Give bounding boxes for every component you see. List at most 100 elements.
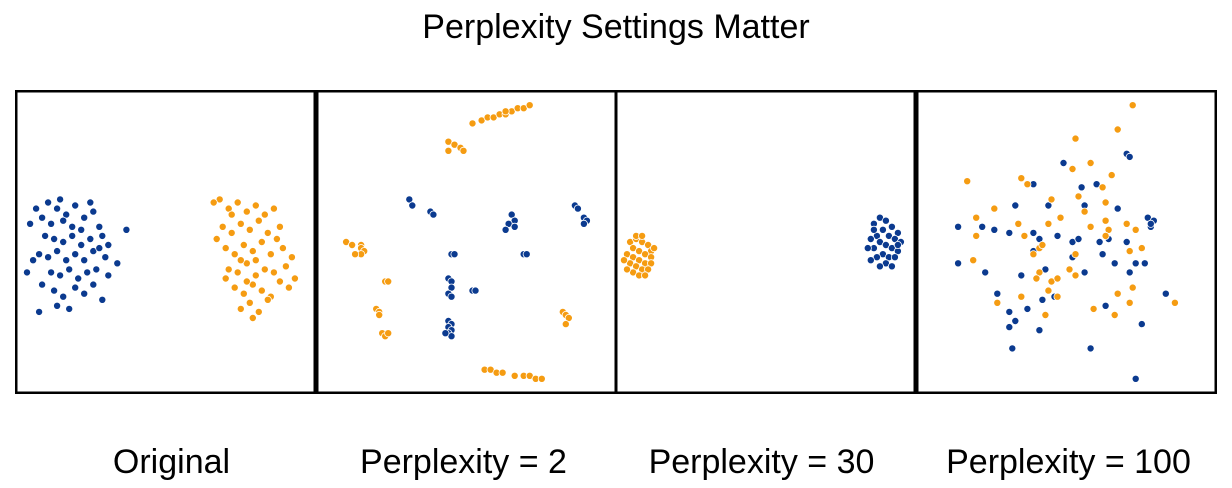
scatter-point-s0-24 bbox=[866, 256, 875, 265]
scatter-point-s0-39 bbox=[122, 225, 131, 234]
scatter-point-s1-38 bbox=[263, 295, 272, 304]
scatter-point-s0-18 bbox=[1029, 228, 1038, 237]
scatter-point-s0-9 bbox=[41, 231, 50, 240]
scatter-point-s0-29 bbox=[954, 259, 963, 268]
scatter-point-s1-0 bbox=[1128, 101, 1137, 110]
scatter-point-s0-24 bbox=[471, 286, 480, 295]
scatter-point-s1-24 bbox=[1029, 250, 1038, 259]
scatter-point-s0-39 bbox=[1038, 295, 1047, 304]
scatter-point-s1-24 bbox=[638, 231, 647, 240]
scatter-point-s1-31 bbox=[1128, 283, 1137, 292]
scatter-point-s0-10 bbox=[50, 234, 59, 243]
scatter-point-s0-19 bbox=[1053, 231, 1062, 240]
panel-perplexity-100 bbox=[916, 90, 1217, 394]
scatter-point-s1-39 bbox=[510, 371, 519, 380]
scatter-point-s0-8 bbox=[501, 225, 510, 234]
scatter-point-s1-34 bbox=[284, 283, 293, 292]
points-perplexity-2 bbox=[342, 101, 591, 383]
caption-perplexity-100: Perplexity = 100 bbox=[946, 443, 1191, 481]
scatter-point-s1-16 bbox=[1044, 219, 1053, 228]
scatter-point-s0-35 bbox=[1080, 268, 1089, 277]
scatter-point-s1-43 bbox=[1170, 298, 1179, 307]
scatter-point-s1-38 bbox=[498, 368, 507, 377]
scatter-point-s1-8 bbox=[1107, 171, 1116, 180]
scatter-point-s0-17 bbox=[1005, 228, 1014, 237]
scatter-point-s0-26 bbox=[869, 225, 878, 234]
scatter-point-s1-50 bbox=[1086, 222, 1095, 231]
scatter-point-s0-17 bbox=[44, 253, 53, 262]
scatter-point-s0-3 bbox=[1077, 183, 1086, 192]
scatter-point-s1-29 bbox=[239, 289, 248, 298]
scatter-point-s1-4 bbox=[1068, 165, 1077, 174]
scatter-point-s0-9 bbox=[1113, 204, 1122, 213]
scatter-point-s0-34 bbox=[1125, 268, 1134, 277]
scatter-point-s0-36 bbox=[1017, 271, 1026, 280]
scatter-point-s0-48 bbox=[1011, 316, 1020, 325]
scatter-point-s0-13 bbox=[954, 222, 963, 231]
scatter-point-s1-7 bbox=[218, 222, 227, 231]
scatter-point-s0-20 bbox=[71, 250, 80, 259]
scatter-point-s1-36 bbox=[993, 298, 1002, 307]
points-original bbox=[22, 195, 299, 322]
scatter-point-s0-34 bbox=[80, 289, 89, 298]
scatter-point-s1-20 bbox=[641, 271, 650, 280]
scatter-point-s1-35 bbox=[236, 304, 245, 313]
scatter-point-s1-34 bbox=[1053, 292, 1062, 301]
scatter-point-s0-25 bbox=[56, 271, 65, 280]
scatter-point-s1-5 bbox=[260, 210, 269, 219]
scatter-point-s0-46 bbox=[1086, 344, 1095, 353]
panel-perplexity-30 bbox=[615, 90, 916, 394]
scatter-point-s0-5 bbox=[71, 201, 80, 210]
scatter-point-s1-48 bbox=[251, 256, 260, 265]
scatter-point-s0-25 bbox=[1122, 237, 1131, 246]
scatter-point-s0-17 bbox=[522, 250, 531, 259]
scatter-point-s1-18 bbox=[1122, 219, 1131, 228]
scatter-point-s1-28 bbox=[230, 283, 239, 292]
scatter-point-s1-25 bbox=[1071, 250, 1080, 259]
caption-original: Original bbox=[112, 443, 231, 481]
scatter-point-s0-25 bbox=[893, 240, 902, 249]
scatter-point-s0-1 bbox=[38, 213, 47, 222]
scatter-point-s0-45 bbox=[44, 198, 53, 207]
scatter-point-s0-19 bbox=[62, 256, 71, 265]
scatter-point-s0-7 bbox=[89, 207, 98, 216]
chart-title: Perplexity Settings Matter bbox=[422, 8, 810, 46]
scatter-point-s1-22 bbox=[650, 244, 659, 253]
scatter-point-s1-19 bbox=[266, 250, 275, 259]
scatter-point-s1-38 bbox=[1041, 310, 1050, 319]
scatter-point-s1-43 bbox=[212, 234, 221, 243]
scatter-point-s0-41 bbox=[1161, 289, 1170, 298]
scatter-point-s1-6 bbox=[269, 204, 278, 213]
scatter-point-s0-18 bbox=[53, 247, 62, 256]
scatter-point-s1-1 bbox=[1071, 134, 1080, 143]
scatter-point-s0-16 bbox=[863, 244, 872, 253]
scatter-point-s1-2 bbox=[233, 198, 242, 207]
scatter-point-s0-14 bbox=[86, 234, 95, 243]
scatter-point-s0-31 bbox=[1131, 259, 1140, 268]
caption-perplexity-30: Perplexity = 30 bbox=[648, 443, 875, 481]
scatter-point-s0-3 bbox=[887, 222, 896, 231]
scatter-point-s1-32 bbox=[1017, 292, 1026, 301]
scatter-point-s1-33 bbox=[1044, 286, 1053, 295]
scatter-point-s0-35 bbox=[89, 280, 98, 289]
scatter-point-s1-49 bbox=[236, 256, 245, 265]
scatter-point-s1-28 bbox=[1125, 247, 1134, 256]
scatter-point-s0-15 bbox=[98, 231, 107, 240]
scatter-point-s0-6 bbox=[80, 213, 89, 222]
scatter-point-s0-23 bbox=[875, 262, 884, 271]
plot-frame-perplexity-30 bbox=[615, 90, 916, 394]
scatter-point-s1-30 bbox=[384, 329, 393, 338]
scatter-point-s0-37 bbox=[104, 271, 113, 280]
scatter-point-s1-37 bbox=[254, 307, 263, 316]
scatter-point-s0-11 bbox=[59, 237, 68, 246]
scatter-point-s1-36 bbox=[245, 298, 254, 307]
points-perplexity-100 bbox=[954, 101, 1179, 383]
scatter-point-s0-19 bbox=[890, 253, 899, 262]
caption-perplexity-2: Perplexity = 2 bbox=[360, 443, 567, 481]
scatter-point-s1-39 bbox=[248, 313, 257, 322]
scatter-point-s1-5 bbox=[468, 119, 477, 128]
scatter-point-s0-22 bbox=[887, 262, 896, 271]
scatter-plot-perplexity-30 bbox=[615, 90, 916, 394]
scatter-point-s0-52 bbox=[26, 219, 35, 228]
scatter-point-s1-21 bbox=[1101, 231, 1110, 240]
